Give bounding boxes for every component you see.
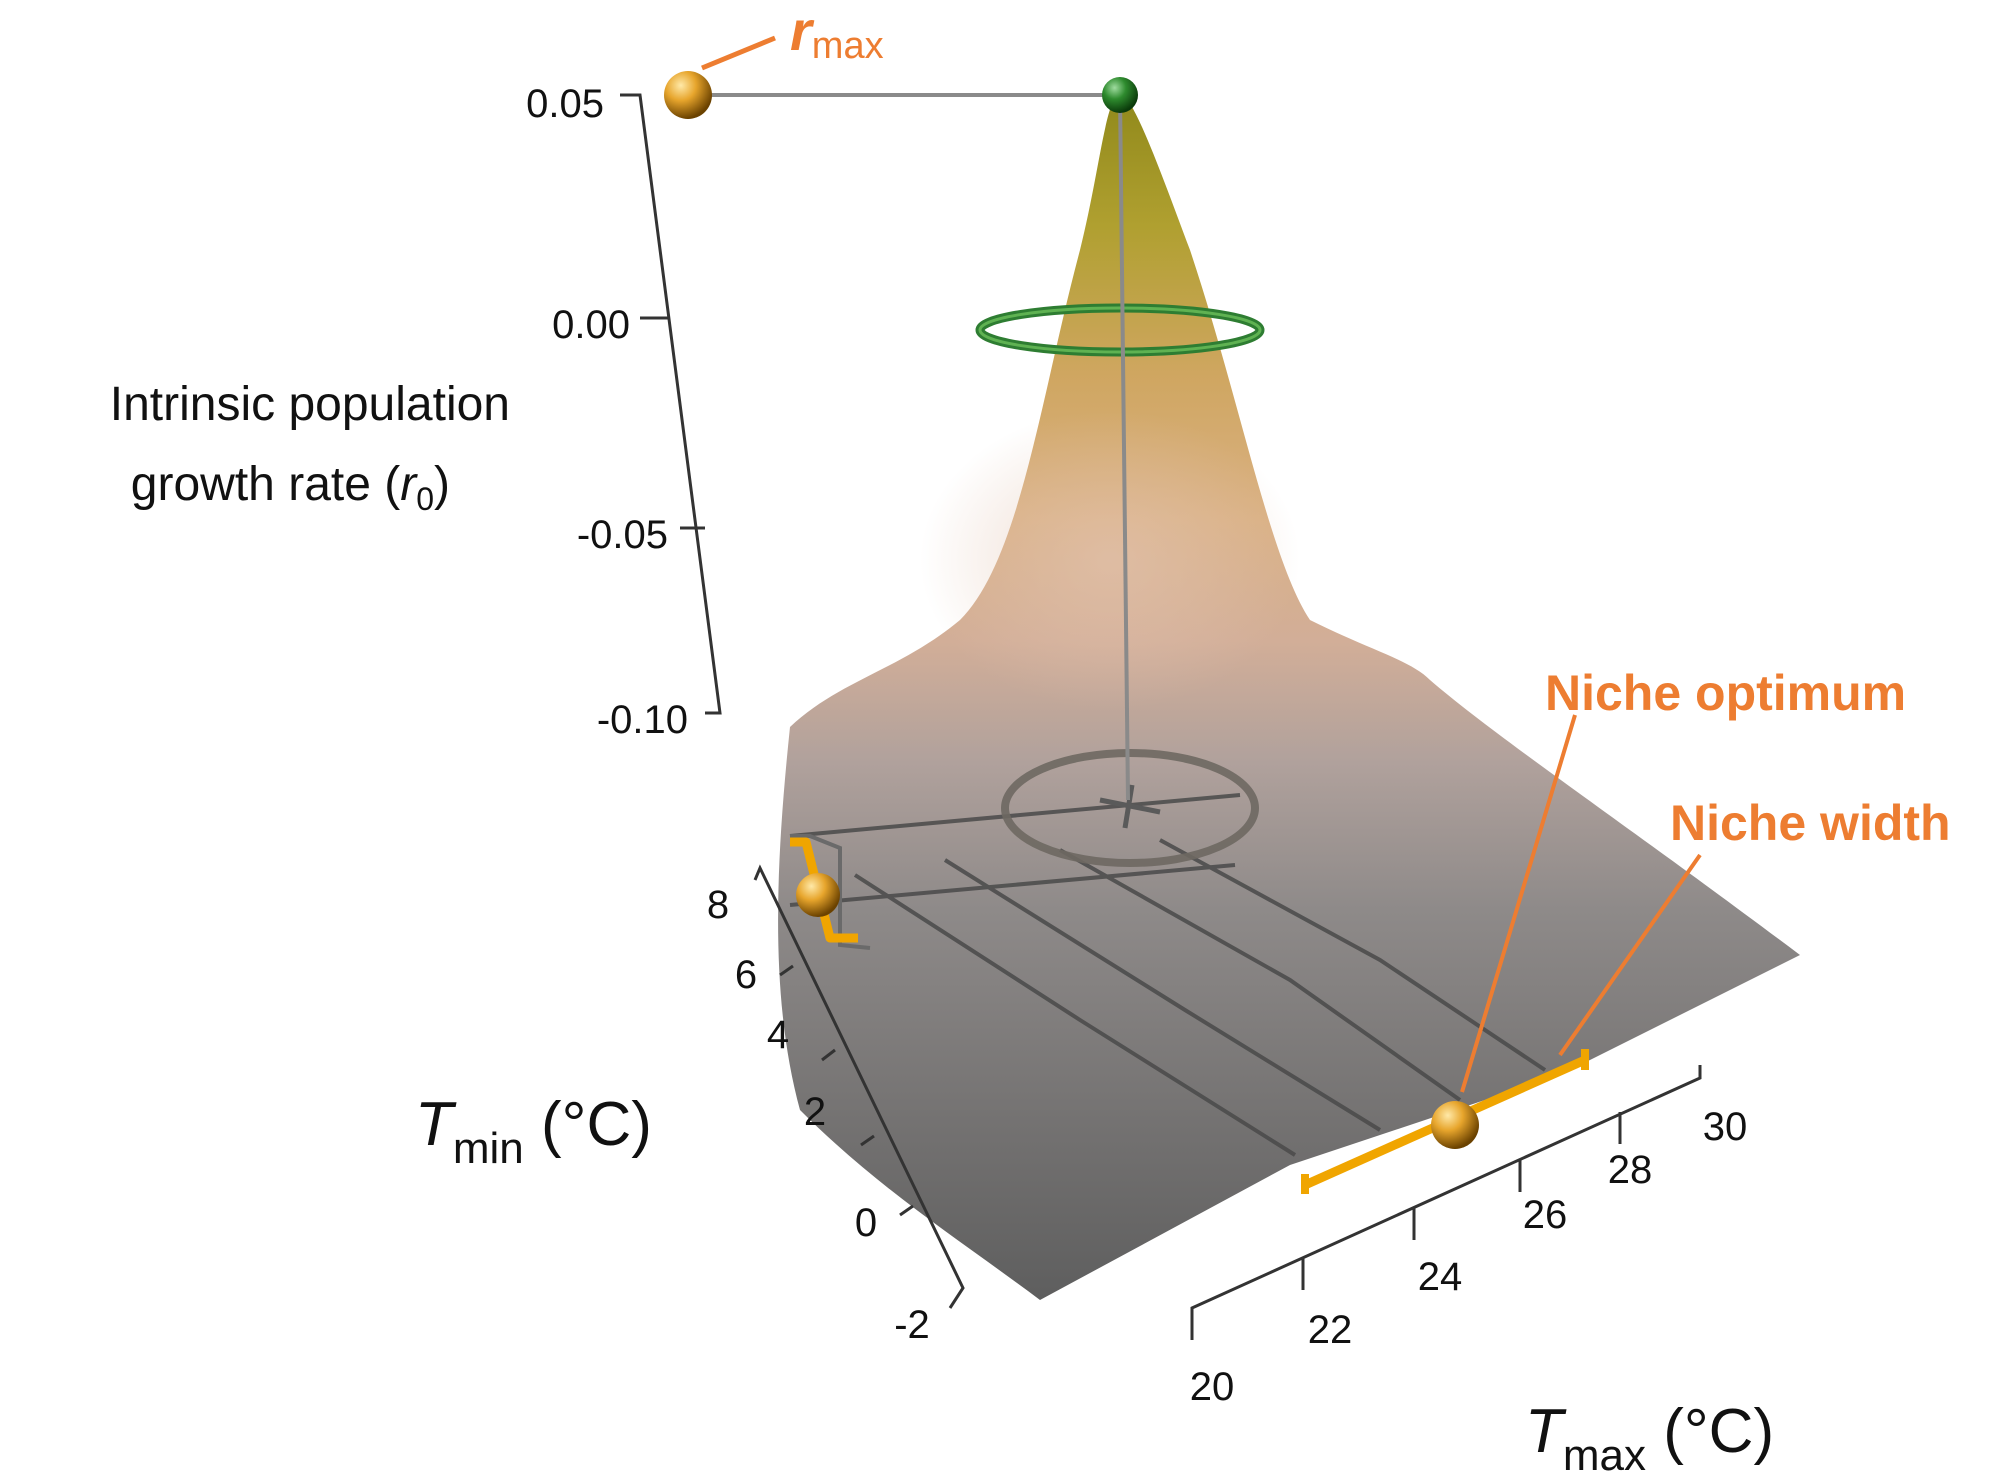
peak-drop-line (1118, 94, 1130, 801)
tmin-projection-line (790, 834, 871, 950)
tmax-tick-label: 26 (1523, 1193, 1568, 1237)
z-tick-label: 0.00 (552, 303, 630, 347)
niche-optimum-leader (1460, 714, 1577, 1093)
surface-grid-lines (789, 793, 1547, 1157)
tmin-tick-label: 2 (804, 1090, 826, 1134)
z-axis-title-line2: growth rate (r0) (131, 458, 450, 517)
z-tick-label: -0.10 (597, 698, 688, 742)
tmin-tick-labels: 8 6 4 2 0 -2 (707, 883, 930, 1347)
tmin-axis (753, 864, 965, 1309)
response-surface (778, 92, 1800, 1300)
rmax-leader-line (701, 35, 776, 71)
optimum-ground-ring (1001, 749, 1259, 867)
tmin-tick-label: 0 (855, 1201, 877, 1245)
niche-width-leader (1558, 853, 1702, 1057)
z-tick-label: -0.05 (577, 513, 668, 557)
tmin-tick-label: -2 (894, 1303, 930, 1347)
tmax-axis (1190, 1065, 1702, 1340)
tmax-axis-title: Tmax (°C) (1525, 1397, 1774, 1475)
niche-optimum-label: Niche optimum (1545, 665, 1906, 721)
tmax-optimum-marker (1431, 1101, 1479, 1149)
tmin-axis-title: Tmin (°C) (415, 1090, 652, 1173)
tmin-tick-label: 4 (767, 1013, 789, 1057)
z-axis (620, 93, 722, 715)
z-axis-title: Intrinsic population (110, 378, 510, 431)
tmin-tick-label: 6 (735, 953, 757, 997)
peak-ring-highlight (978, 306, 1262, 354)
z-tick-label: 0.05 (526, 82, 604, 126)
niche-width-label: Niche width (1670, 795, 1951, 851)
surface-highlight (920, 410, 1300, 710)
tmax-tick-label: 24 (1418, 1255, 1463, 1299)
z-tick-labels: 0.05 0.00 -0.05 -0.10 (526, 82, 688, 742)
tmin-optimum-marker (796, 873, 840, 917)
tmin-tick-label: 8 (707, 883, 729, 927)
tmax-tick-label: 22 (1308, 1308, 1353, 1352)
tmax-tick-labels: 20 22 24 26 28 30 (1190, 1105, 1748, 1409)
optimum-ground-cross (1099, 784, 1161, 829)
tmax-tick-label: 20 (1190, 1365, 1235, 1409)
tmax-tick-label: 30 (1703, 1105, 1748, 1149)
peak-marker-green (1102, 77, 1138, 113)
rmax-marker (664, 71, 712, 119)
rmax-label: rmax (790, 0, 884, 67)
tmax-tick-label: 28 (1608, 1148, 1653, 1192)
